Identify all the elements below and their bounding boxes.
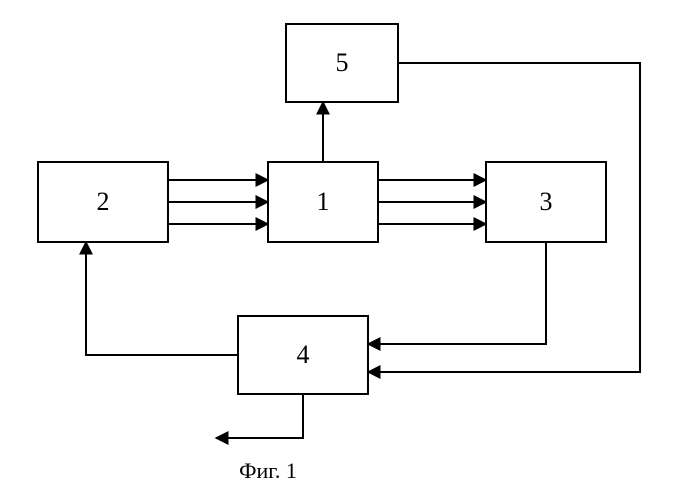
block-2: 2: [38, 162, 168, 242]
svg-text:2: 2: [97, 187, 110, 216]
svg-text:5: 5: [336, 48, 349, 77]
svg-text:3: 3: [540, 187, 553, 216]
block-4: 4: [238, 316, 368, 394]
svg-text:4: 4: [297, 340, 310, 369]
block-1: 1: [268, 162, 378, 242]
block-3: 3: [486, 162, 606, 242]
svg-text:1: 1: [317, 187, 330, 216]
figure-caption: Фиг. 1: [239, 458, 297, 483]
block-5: 5: [286, 24, 398, 102]
